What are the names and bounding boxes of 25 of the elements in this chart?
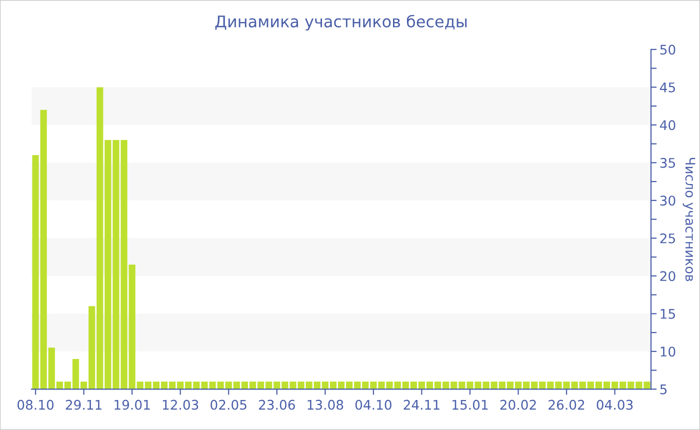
x-tick-label: 19.01 [114,400,150,410]
x-tick-label: 13.08 [308,400,344,410]
chart-title: Динамика участников беседы [215,14,467,31]
y-tick-label: 30 [660,196,676,206]
y-tick-label: 5 [660,384,667,394]
y-tick-label: 35 [660,158,675,168]
y-tick-label: 15 [660,309,675,319]
y-tick-label: 25 [660,233,675,244]
x-tick-label: 04.10 [355,400,392,410]
x-tick-label: 26.02 [548,400,584,410]
x-tick-label: 04.03 [596,400,633,410]
x-tick-label: 12.03 [162,400,198,410]
y-tick-label: 10 [660,346,676,357]
x-tick-label: 15.01 [452,400,488,410]
y-tick-label: 45 [660,82,675,92]
x-tick-label: 24.11 [404,400,440,410]
y-tick-label: 40 [660,120,676,130]
x-tick-label: 23.06 [258,400,295,410]
x-tick-label: 29.11 [66,400,102,410]
x-tick-label: 02.05 [210,400,246,410]
x-tick-label: 20.02 [500,400,536,410]
y-axis-title: Число участников [682,158,696,282]
x-tick-label: 08.10 [18,400,54,410]
y-tick-label: 50 [660,44,676,55]
y-tick-label: 20 [660,271,676,282]
